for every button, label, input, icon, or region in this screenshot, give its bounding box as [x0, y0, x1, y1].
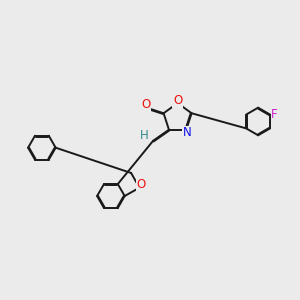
- Text: H: H: [140, 129, 148, 142]
- Text: O: O: [141, 98, 150, 111]
- Text: N: N: [183, 126, 192, 140]
- Text: O: O: [136, 178, 146, 191]
- Text: O: O: [173, 94, 182, 107]
- Text: F: F: [272, 108, 278, 121]
